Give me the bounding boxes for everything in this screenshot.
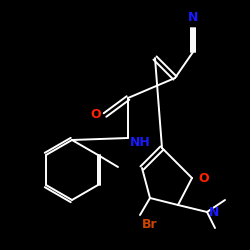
Text: O: O (90, 108, 101, 122)
Text: NH: NH (130, 136, 151, 149)
Text: N: N (209, 206, 220, 218)
Text: O: O (198, 172, 208, 184)
Text: N: N (188, 11, 198, 24)
Text: Br: Br (142, 218, 158, 231)
